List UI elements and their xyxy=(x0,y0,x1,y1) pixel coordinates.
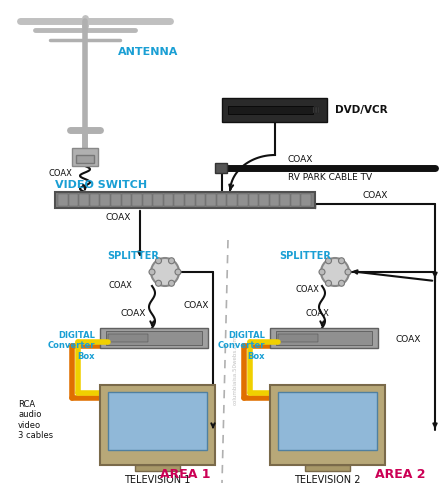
Text: TELEVISION 1: TELEVISION 1 xyxy=(124,475,190,483)
Bar xyxy=(228,106,313,114)
Circle shape xyxy=(155,258,162,264)
Bar xyxy=(55,192,315,208)
Text: ANTENNA: ANTENNA xyxy=(118,47,178,57)
Bar xyxy=(259,194,269,206)
Bar xyxy=(313,107,314,113)
Bar xyxy=(301,194,311,206)
Text: COAX: COAX xyxy=(287,155,313,164)
Bar xyxy=(143,194,152,206)
Bar xyxy=(317,107,318,113)
Bar xyxy=(132,194,142,206)
Bar xyxy=(278,392,377,450)
Bar xyxy=(122,194,131,206)
Circle shape xyxy=(345,269,351,275)
Bar xyxy=(79,194,89,206)
Bar xyxy=(153,194,163,206)
Text: COAX: COAX xyxy=(108,282,132,290)
Bar xyxy=(111,194,120,206)
Bar xyxy=(217,194,226,206)
Text: AREA 2: AREA 2 xyxy=(375,469,425,482)
Bar xyxy=(108,334,148,342)
Bar xyxy=(291,194,301,206)
Text: COAX: COAX xyxy=(296,285,320,295)
Bar xyxy=(270,385,385,465)
Text: DIGITAL
Converter
Box: DIGITAL Converter Box xyxy=(48,331,95,361)
Bar xyxy=(174,194,184,206)
Bar xyxy=(164,194,174,206)
Circle shape xyxy=(169,258,174,264)
Text: COAX: COAX xyxy=(362,191,388,200)
Bar xyxy=(135,465,180,471)
Bar xyxy=(227,194,237,206)
Bar xyxy=(222,98,327,122)
Text: AREA 1: AREA 1 xyxy=(160,469,210,482)
Circle shape xyxy=(321,258,349,286)
Bar xyxy=(305,465,350,471)
Bar xyxy=(316,107,317,113)
Bar xyxy=(206,194,216,206)
Bar xyxy=(270,194,279,206)
Circle shape xyxy=(325,280,332,286)
Bar xyxy=(72,148,98,166)
Bar xyxy=(76,155,94,163)
Text: COAX: COAX xyxy=(120,309,146,317)
Bar xyxy=(106,331,202,345)
Text: VIDEO SWITCH: VIDEO SWITCH xyxy=(55,180,147,190)
Bar xyxy=(90,194,99,206)
Circle shape xyxy=(151,258,179,286)
Text: COAX: COAX xyxy=(305,309,329,317)
Bar xyxy=(278,334,318,342)
Text: TELEVISION 2: TELEVISION 2 xyxy=(294,475,361,483)
Text: COAX: COAX xyxy=(48,170,72,179)
Bar xyxy=(100,385,215,465)
Text: SPLITTER: SPLITTER xyxy=(107,251,159,261)
Circle shape xyxy=(155,280,162,286)
Circle shape xyxy=(149,269,155,275)
Text: RCA
audio
video
3 cables: RCA audio video 3 cables xyxy=(18,400,53,440)
Text: DIGITAL
Converter
Box: DIGITAL Converter Box xyxy=(218,331,265,361)
Text: COAX: COAX xyxy=(105,213,131,222)
Text: columbiaisa.50webs.com: columbiaisa.50webs.com xyxy=(233,335,238,405)
Bar xyxy=(100,328,208,348)
Text: RV PARK CABLE TV: RV PARK CABLE TV xyxy=(288,173,372,183)
Circle shape xyxy=(338,280,345,286)
Text: DVD/VCR: DVD/VCR xyxy=(335,105,388,115)
Text: SPLITTER: SPLITTER xyxy=(279,251,331,261)
Bar xyxy=(68,194,78,206)
Circle shape xyxy=(319,269,325,275)
Bar xyxy=(185,194,194,206)
Bar xyxy=(196,194,205,206)
Circle shape xyxy=(325,258,332,264)
Bar xyxy=(270,328,378,348)
Circle shape xyxy=(175,269,181,275)
Circle shape xyxy=(338,258,345,264)
Bar xyxy=(280,194,290,206)
Bar xyxy=(249,194,258,206)
Bar xyxy=(238,194,247,206)
Circle shape xyxy=(169,280,174,286)
Text: COAX: COAX xyxy=(395,336,420,344)
Bar xyxy=(314,107,316,113)
Bar xyxy=(108,392,207,450)
Bar xyxy=(276,331,372,345)
Bar xyxy=(100,194,110,206)
Text: COAX: COAX xyxy=(183,300,209,310)
Bar xyxy=(215,163,227,173)
Bar xyxy=(58,194,67,206)
